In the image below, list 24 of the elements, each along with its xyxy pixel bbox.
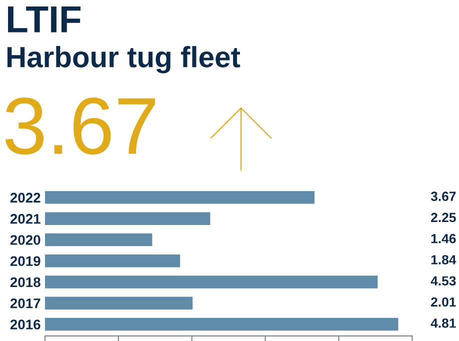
- y-tick-label: 2022: [10, 192, 40, 203]
- bar: [44, 296, 193, 310]
- data-label: 3.67: [430, 192, 456, 202]
- bar: [44, 276, 378, 288]
- data-label: 1.84: [431, 255, 456, 264]
- bar: [44, 212, 210, 225]
- data-label: 2.01: [431, 297, 456, 307]
- data-label: 4.53: [430, 276, 456, 286]
- chart-subtitle: Harbour tug fleet: [7, 46, 240, 74]
- bar: [44, 254, 180, 268]
- y-tick-label: 2016: [10, 320, 40, 330]
- y-tick-label: 2017: [10, 298, 40, 308]
- y-tick-label: 2019: [10, 256, 40, 266]
- chart-title: LTIF: [8, 6, 81, 32]
- bar: [44, 191, 315, 204]
- data-label: 4.81: [430, 318, 456, 328]
- y-tick-label: 2020: [10, 235, 40, 245]
- bar: [44, 233, 152, 246]
- data-label: 1.46: [431, 234, 456, 244]
- data-label: 2.25: [431, 212, 456, 222]
- text: 3.67: [5, 98, 156, 155]
- bar: [44, 318, 398, 331]
- y-tick-label: 2021: [10, 214, 40, 224]
- y-tick-label: 2018: [10, 277, 40, 288]
